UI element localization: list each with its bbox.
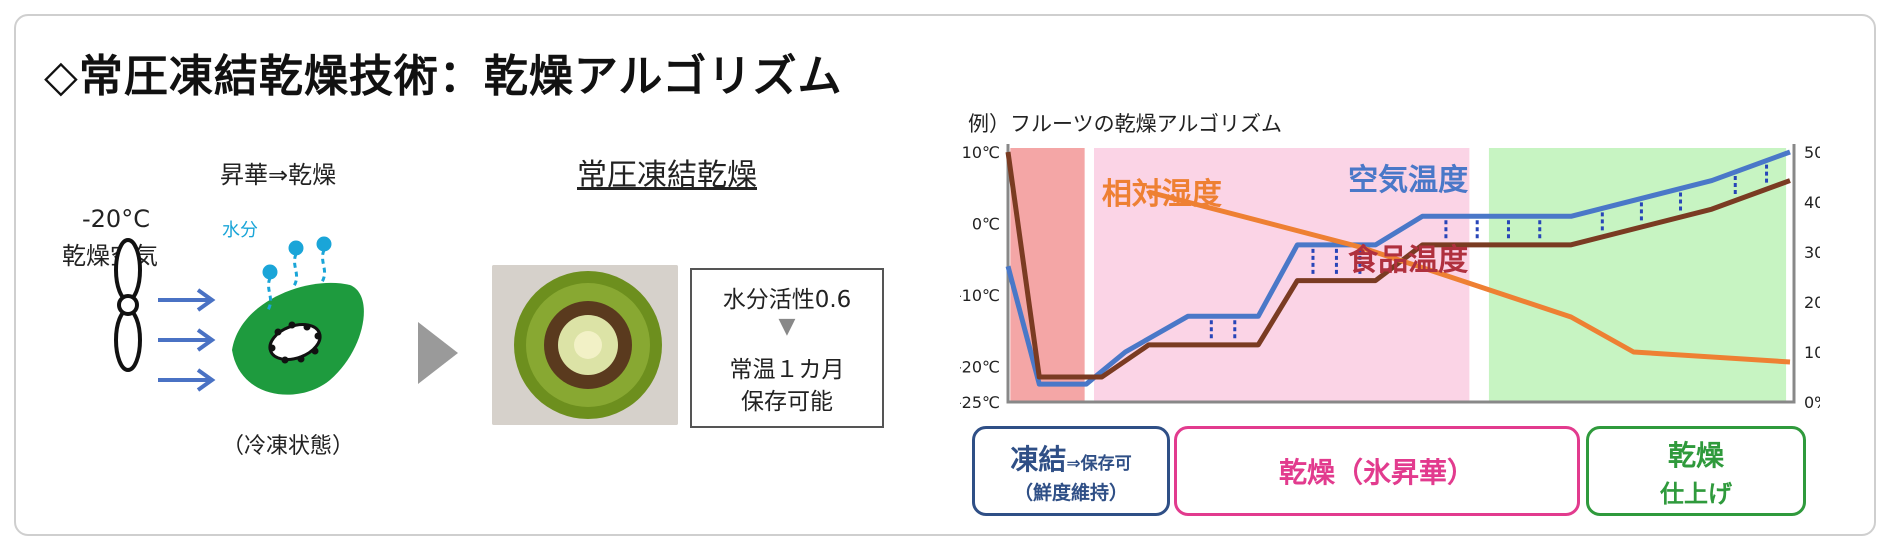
fan-and-airflow-illustration (114, 236, 364, 395)
y-right-tick-label: 50% (1804, 143, 1820, 162)
phase-band-0 (1010, 148, 1085, 402)
drying-algorithm-chart: 10℃ 0℃ -10℃ -20℃ -25℃ 50% 40% 30% 20% 10% 0% 相対湿度 空気… (960, 143, 1820, 412)
water-droplet-icons (262, 236, 332, 311)
frozen-state-label: （冷凍状態） (222, 434, 355, 459)
dry-air-label: 乾燥空気 (62, 242, 158, 270)
phase-freezing-sub-label: （鮮度維持） (1013, 481, 1128, 504)
phase-box-sublimation: 乾燥（氷昇華） (1174, 426, 1580, 516)
series-line-空気温度 (1005, 149, 1791, 387)
y-right-tick-label: 20% (1804, 293, 1820, 312)
y-left-tick-label: -10℃ (960, 286, 1000, 305)
storage-info-box: 水分活性0.6 ▼ 常温１カ月 保存可能 (690, 268, 884, 428)
moisture-label: 水分 (222, 220, 258, 241)
down-arrow-icon: ▼ (778, 314, 796, 339)
dried-kiwi-photo (492, 265, 678, 425)
y-left-tick-label: 10℃ (962, 143, 1000, 162)
phase-box-freezing: 凍結⇒保存可 （鮮度維持） (972, 426, 1170, 516)
phase-freezing-label: 凍結 (1010, 442, 1067, 476)
phase-finishing-sub-label: 仕上げ (1660, 479, 1732, 508)
storage-line-2: 保存可能 (741, 389, 833, 415)
annotation-air-temperature: 空気温度 (1348, 163, 1468, 198)
annotation-relative-humidity: 相対湿度 (1102, 177, 1222, 212)
series-line-食品温度 (1005, 151, 1791, 380)
phase-box-finishing: 乾燥 仕上げ (1586, 426, 1806, 516)
phase-band-2 (1488, 148, 1787, 402)
annotation-food-temperature: 食品温度 (1348, 243, 1468, 278)
sublimation-label: 昇華⇒乾燥 (220, 161, 337, 189)
phase-finishing-label: 乾燥 (1667, 438, 1724, 472)
y-right-tick-label: 30% (1804, 243, 1820, 262)
temperature-label: -20°C (82, 205, 150, 233)
series-line-相対湿度 (1148, 189, 1791, 365)
page-title: ◇常圧凍結乾燥技術：乾燥アルゴリズム (44, 51, 843, 102)
chart-header: 例）フルーツの乾燥アルゴリズム (968, 112, 1282, 136)
storage-line-1: 常温１カ月 (729, 357, 845, 383)
process-arrow-icon (418, 322, 458, 384)
fan-icon (114, 238, 142, 372)
phase-freezing-side-label: ⇒保存可 (1066, 453, 1132, 474)
kiwi-slice-icon (232, 282, 364, 395)
y-left-tick-label: -25℃ (960, 393, 1000, 412)
y-right-tick-label: 40% (1804, 193, 1820, 212)
y-left-tick-label: -20℃ (960, 357, 1000, 376)
airflow-arrows (158, 288, 216, 392)
y-right-tick-label: 0% (1804, 393, 1820, 412)
y-left-tick-label: 0℃ (972, 214, 1000, 233)
phase-sublimation-label: 乾燥（氷昇華） (1278, 456, 1475, 489)
y-right-tick-label: 10% (1804, 343, 1820, 362)
process-title: 常圧凍結乾燥 (577, 158, 757, 193)
water-activity-label: 水分活性0.6 (722, 287, 852, 313)
